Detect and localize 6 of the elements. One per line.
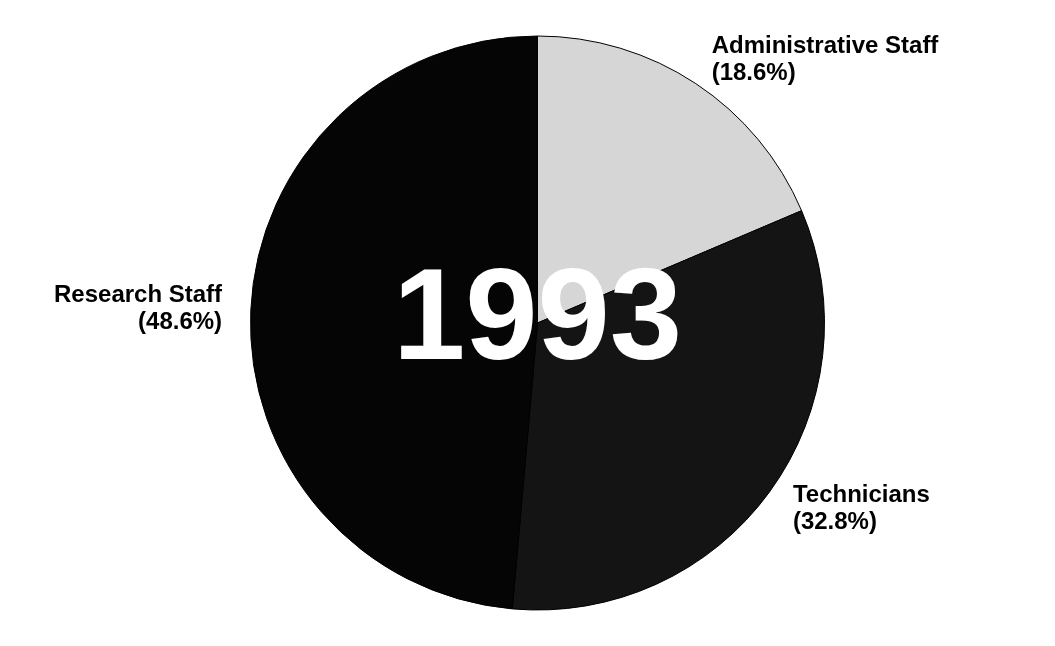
data-label: (32.8%) [792,506,877,534]
data-label: (18.6%) [711,57,796,85]
data-label: (48.6%) [138,307,223,335]
slice-label: Technicians [792,479,930,507]
slice-label: Administrative Staff [711,30,940,58]
slice-label: Research Staff [54,280,224,308]
